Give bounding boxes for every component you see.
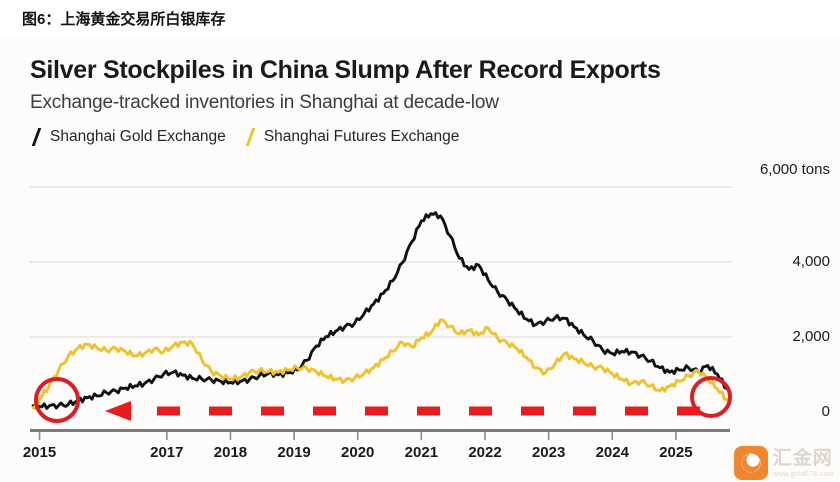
legend-label-shfe: Shanghai Futures Exchange xyxy=(263,128,460,145)
figure-header: 图6：上海黄金交易所白银库存 xyxy=(0,0,840,36)
red-circle-start xyxy=(34,377,80,423)
x-axis-label: 2024 xyxy=(595,444,629,461)
figure-caption: 图6：上海黄金交易所白银库存 xyxy=(22,10,226,28)
x-axis-label: 2021 xyxy=(404,444,439,461)
chart-series-layer xyxy=(31,211,729,410)
chart-x-ticks xyxy=(38,432,677,440)
red-circle-end xyxy=(690,376,732,418)
y-axis-label: 6,000 tons xyxy=(759,161,830,178)
x-axis-label: 2015 xyxy=(22,444,57,461)
y-axis-label: 4,000 xyxy=(792,253,830,270)
chart-legend: Shanghai Gold Exchange Shanghai Futures … xyxy=(30,128,459,146)
x-axis-label: 2022 xyxy=(468,444,502,461)
series-line xyxy=(31,318,729,409)
trend-arrow-head xyxy=(105,401,131,421)
watermark-url: www.gold678.com xyxy=(772,470,834,478)
x-axis-label: 2018 xyxy=(213,444,248,461)
x-axis-label: 2023 xyxy=(531,444,566,461)
spiral-icon xyxy=(741,453,761,473)
watermark-text: 汇金网 www.gold678.com xyxy=(773,449,834,478)
chart-card: Silver Stockpiles in China Slump After R… xyxy=(0,36,840,482)
chart-gridlines xyxy=(30,186,732,338)
chart-title: Silver Stockpiles in China Slump After R… xyxy=(30,56,661,84)
legend-label-sge: Shanghai Gold Exchange xyxy=(50,128,226,145)
legend-item-shfe[interactable]: Shanghai Futures Exchange xyxy=(244,128,460,146)
watermark: 汇金网 www.gold678.com xyxy=(733,446,834,480)
x-axis-label: 2019 xyxy=(277,444,311,461)
series-line xyxy=(31,211,729,410)
legend-item-sge[interactable]: Shanghai Gold Exchange xyxy=(30,128,226,146)
x-axis-label: 2020 xyxy=(341,444,375,461)
watermark-brand: 汇金网 xyxy=(772,447,833,469)
chart-subtitle: Exchange-tracked inventories in Shanghai… xyxy=(30,92,499,113)
y-axis-label: 0 xyxy=(821,403,830,420)
x-axis-label: 2025 xyxy=(659,444,693,461)
watermark-logo-icon xyxy=(733,446,768,480)
x-axis-label: 2017 xyxy=(150,444,184,461)
y-axis-label: 2,000 xyxy=(792,328,830,345)
chart-annotation-layer xyxy=(34,376,732,423)
chart-plot-area xyxy=(30,186,732,440)
